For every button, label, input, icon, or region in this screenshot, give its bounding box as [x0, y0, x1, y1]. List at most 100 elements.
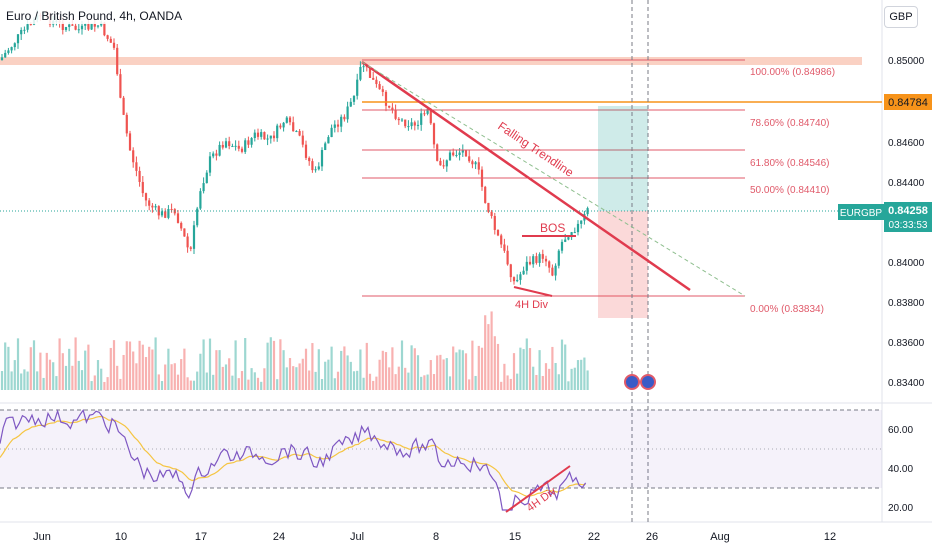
volume-bar — [458, 349, 461, 390]
time-tick: 10 — [115, 531, 127, 543]
volume-bar — [346, 355, 349, 390]
candle-body — [423, 113, 426, 115]
candle-body — [413, 122, 416, 126]
falling-trendline[interactable] — [361, 60, 691, 292]
volume-bar — [538, 350, 541, 390]
candle-body — [426, 109, 429, 114]
volume-bar — [512, 353, 516, 390]
candle-body — [359, 66, 362, 80]
countdown-text: 03:33:53 — [889, 220, 928, 231]
volume-bar — [26, 371, 29, 390]
fibonacci-retracement[interactable]: 100.00% (0.84986) 78.60% (0.84740) 61.80… — [362, 59, 835, 315]
candle-body — [176, 213, 180, 223]
volume-bar — [183, 348, 186, 390]
volume-bar — [420, 376, 423, 390]
rsi-divergence-line[interactable] — [505, 465, 571, 513]
volume-bar — [394, 374, 397, 390]
candle-body — [244, 140, 247, 152]
volume-bar — [359, 349, 362, 390]
volume-bar — [522, 349, 525, 390]
candle-body — [461, 149, 464, 153]
candle-body — [474, 162, 477, 165]
volume-bar — [397, 366, 400, 390]
symbol-tag-text: EURGBP — [840, 208, 883, 219]
candle-body — [256, 132, 260, 137]
candle-body — [231, 146, 234, 148]
volume-bar — [352, 371, 356, 390]
volume-bar — [516, 373, 519, 390]
current-price-tag — [884, 202, 932, 232]
chart-title: Euro / British Pound, 4h, OANDA — [4, 8, 185, 24]
volume-bar — [509, 378, 512, 390]
dashed-trendline[interactable] — [361, 61, 746, 297]
volume-bar — [173, 363, 176, 390]
volume-bar — [519, 347, 522, 390]
time-axis[interactable]: Jun 10 17 24 Jul 8 15 22 26 Aug 12 — [33, 531, 836, 543]
volume-bar — [474, 375, 477, 390]
stop-zone[interactable] — [598, 211, 648, 318]
volume-bar — [400, 340, 404, 390]
volume-bar — [365, 342, 368, 390]
candle-body — [74, 25, 77, 30]
event-flag-icon[interactable] — [640, 374, 656, 390]
volume-bar — [282, 350, 285, 390]
volume-bar — [132, 351, 135, 390]
candle-body — [570, 232, 573, 238]
candle-body — [397, 118, 400, 121]
volume-bar — [58, 338, 61, 390]
candle-body — [378, 84, 381, 90]
candle-body — [580, 220, 583, 224]
volume-bar — [256, 377, 260, 390]
volume-bar — [410, 345, 413, 390]
currency-button[interactable]: GBP — [884, 6, 918, 28]
candle-body — [535, 256, 538, 263]
volume-bars — [0, 311, 589, 390]
volume-bar — [388, 367, 391, 390]
volume-bar — [356, 370, 359, 390]
rsi-tick-40: 40.00 — [888, 464, 913, 475]
volume-bar — [298, 363, 301, 390]
volume-bar — [16, 338, 20, 390]
volume-bar — [292, 366, 295, 390]
event-flag-icon[interactable] — [624, 374, 640, 390]
candle-body — [61, 22, 64, 30]
volume-bar — [340, 350, 343, 390]
candle-body — [324, 143, 327, 151]
volume-bar — [506, 375, 509, 390]
volume-bar — [4, 342, 7, 390]
volume-bar — [378, 359, 381, 390]
candle-body — [71, 24, 74, 26]
volume-bar — [429, 360, 432, 390]
volume-bar — [548, 368, 551, 390]
volume-bar — [496, 343, 500, 390]
price-divergence-line[interactable] — [513, 286, 553, 297]
candle-body — [381, 89, 384, 92]
time-tick: 26 — [646, 531, 658, 543]
target-zone[interactable] — [598, 106, 648, 211]
volume-bar — [586, 370, 589, 390]
volume-bar — [87, 344, 90, 390]
candle-body — [519, 274, 522, 280]
volume-bar — [583, 357, 586, 390]
volume-bar — [196, 371, 199, 390]
volume-bar — [189, 380, 192, 390]
volume-bar — [368, 373, 372, 390]
candle-body — [288, 117, 292, 123]
candle-body — [202, 183, 205, 192]
candle-body — [352, 95, 356, 102]
volume-bar — [141, 344, 144, 390]
fib-label-618: 61.80% (0.84546) — [750, 158, 830, 169]
volume-bar — [10, 371, 13, 390]
candle-body — [237, 145, 240, 149]
volume-bar — [333, 378, 336, 390]
candle-body — [183, 228, 186, 237]
volume-bar — [157, 374, 160, 390]
volume-bar — [160, 381, 164, 390]
volume-bar — [39, 352, 42, 390]
volume-bar — [250, 368, 253, 390]
candle-body — [336, 124, 340, 127]
candle-body — [509, 264, 512, 278]
candle-body — [154, 206, 157, 208]
volume-bar — [455, 352, 458, 390]
